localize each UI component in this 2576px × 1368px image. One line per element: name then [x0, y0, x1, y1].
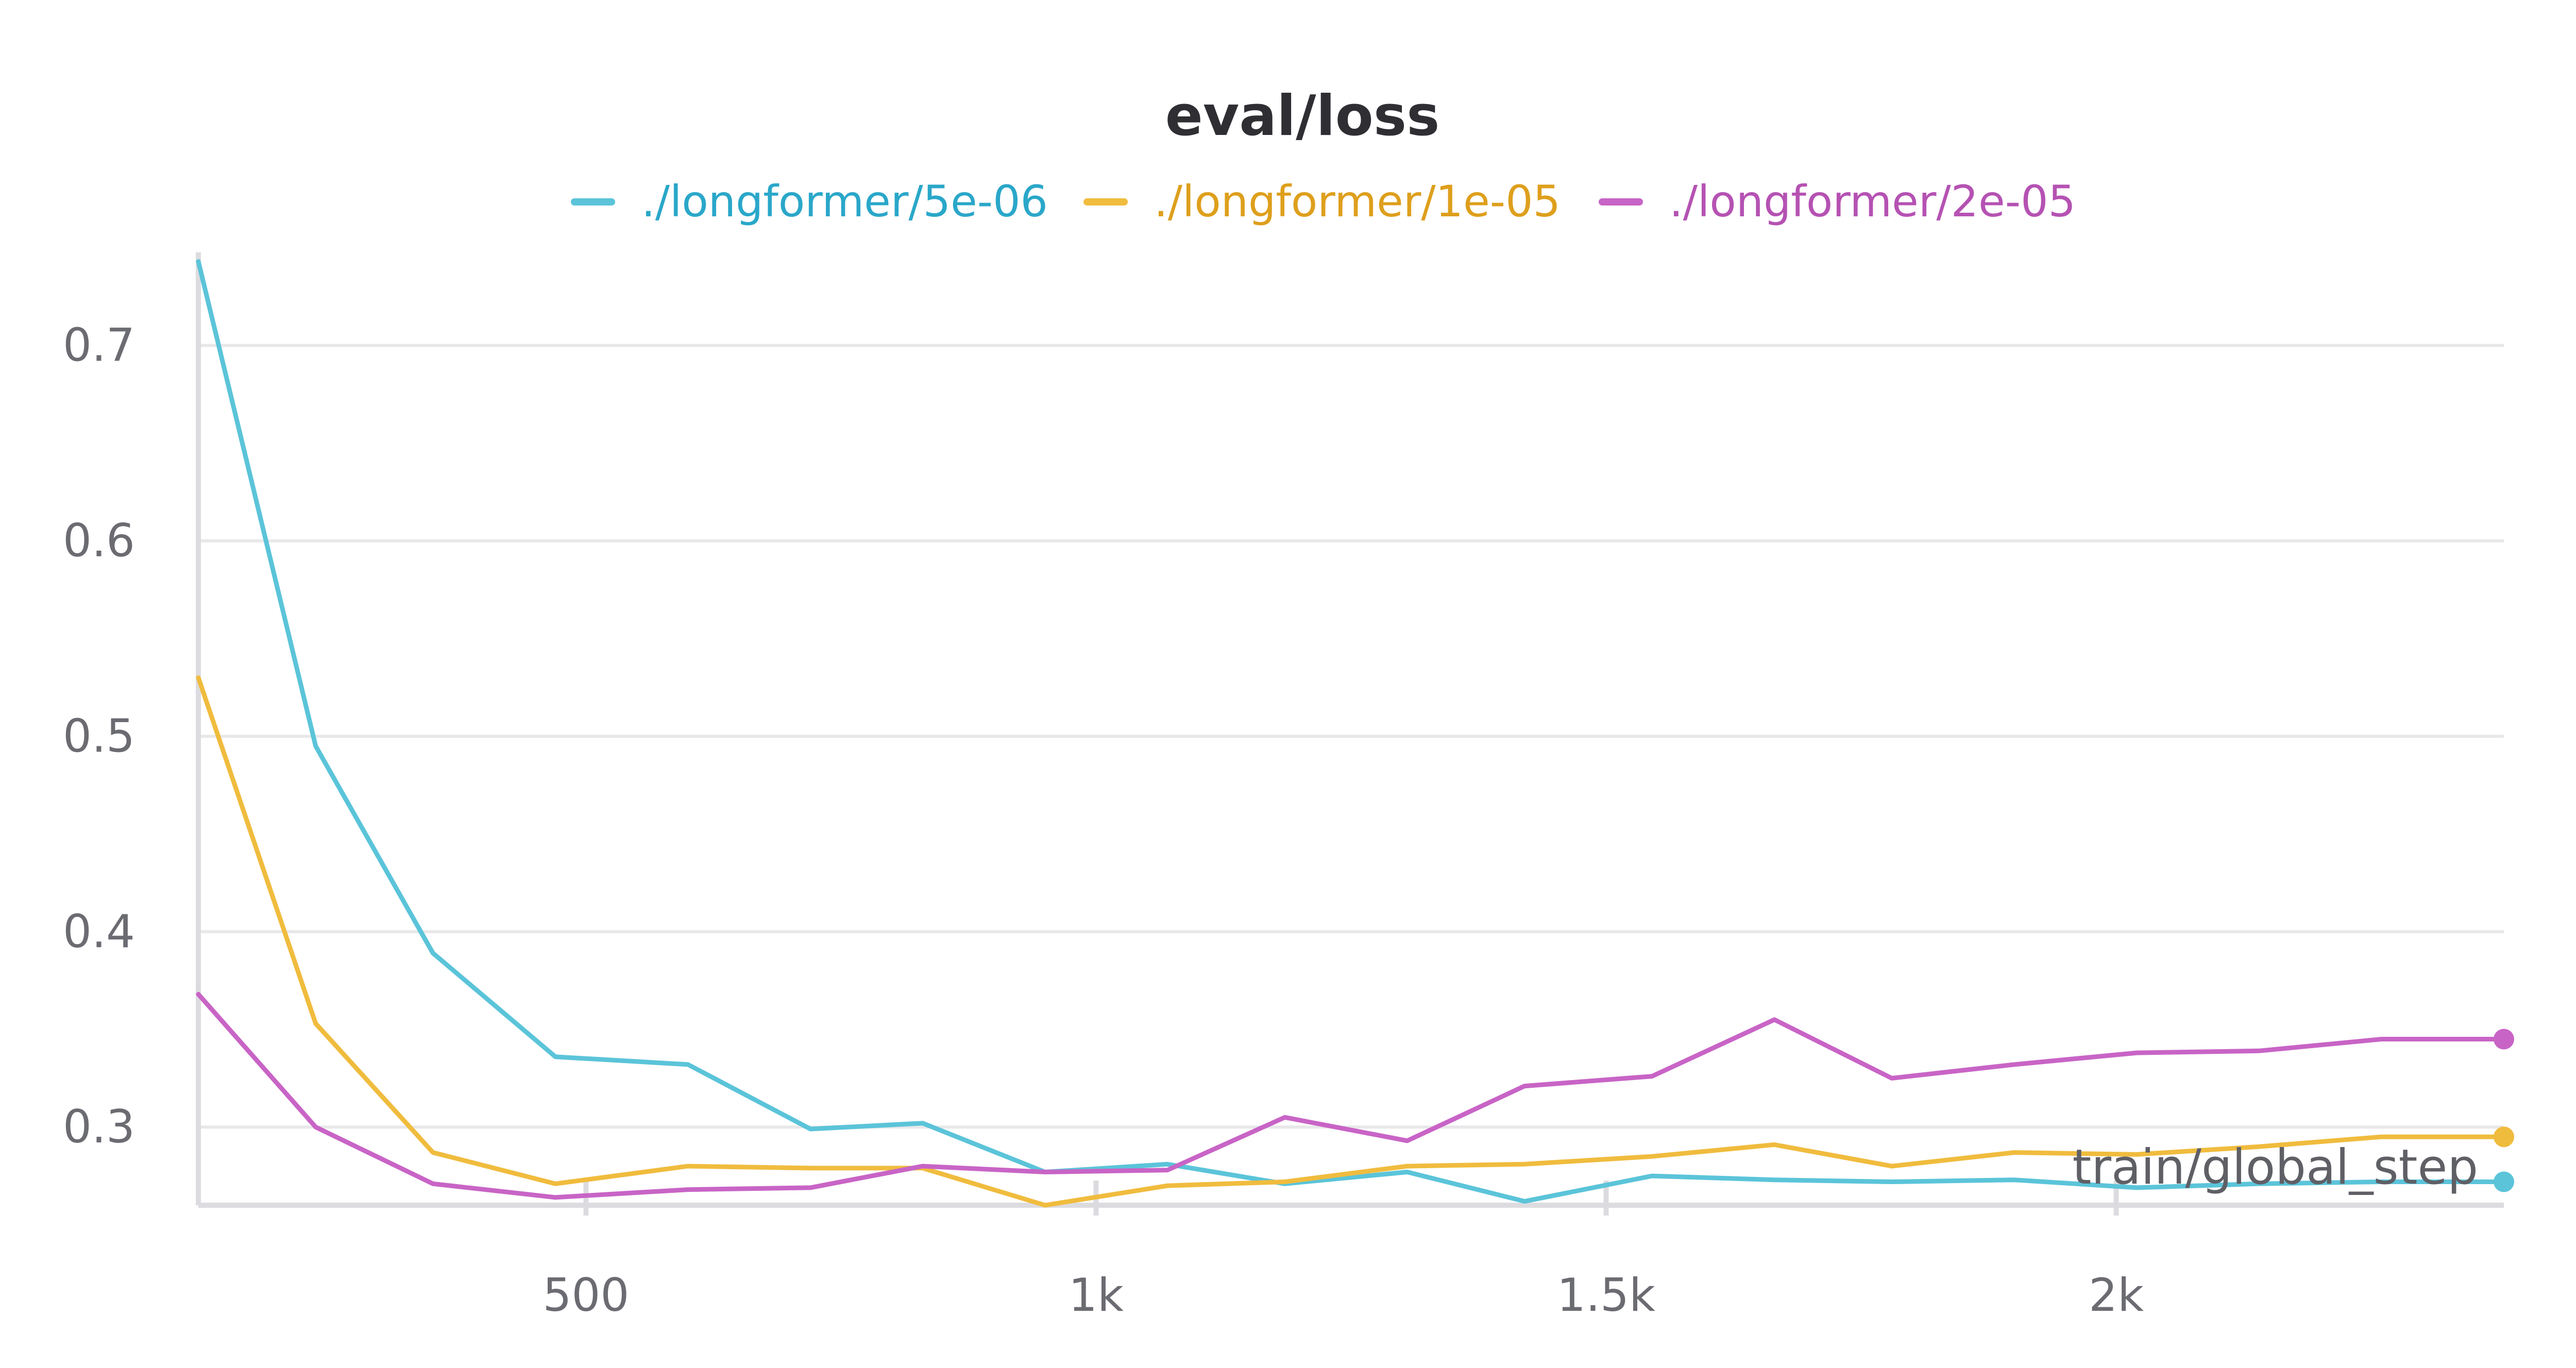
y-tick-label: 0.4 [63, 905, 135, 958]
legend: ./longformer/5e-06 ./longformer/1e-05 ./lo… [571, 176, 2076, 227]
legend-label: ./longformer/2e-05 [1669, 176, 2076, 227]
y-tick-label: 0.3 [63, 1100, 135, 1153]
chart-title: eval/loss [1165, 84, 1440, 148]
series-line-2 [196, 675, 2506, 1208]
y-tick-label: 0.7 [63, 319, 135, 372]
x-tick-label: 2k [2089, 1269, 2144, 1322]
series-line-3 [196, 991, 2506, 1200]
series-end-marker-2 [2494, 1126, 2514, 1148]
x-tick-label: 500 [543, 1269, 629, 1322]
x-axis-title: train/global_step [2073, 1139, 2478, 1195]
axes: 0.3 0.4 0.5 0.6 0.7 500 1k 1.5k 2k [63, 252, 2504, 1322]
legend-label: ./longformer/1e-05 [1154, 176, 1561, 227]
series-end-marker-3 [2494, 1029, 2514, 1050]
series-line-1 [196, 259, 2506, 1204]
x-tick-label: 1.5k [1557, 1269, 1655, 1322]
series-layer [196, 259, 2514, 1208]
legend-label: ./longformer/5e-06 [641, 176, 1048, 227]
grid [198, 344, 2504, 1129]
x-tick-label: 1k [1069, 1269, 1124, 1322]
y-tick-label: 0.6 [63, 514, 135, 567]
y-tick-label: 0.5 [63, 709, 135, 762]
series-end-marker-1 [2494, 1171, 2514, 1192]
